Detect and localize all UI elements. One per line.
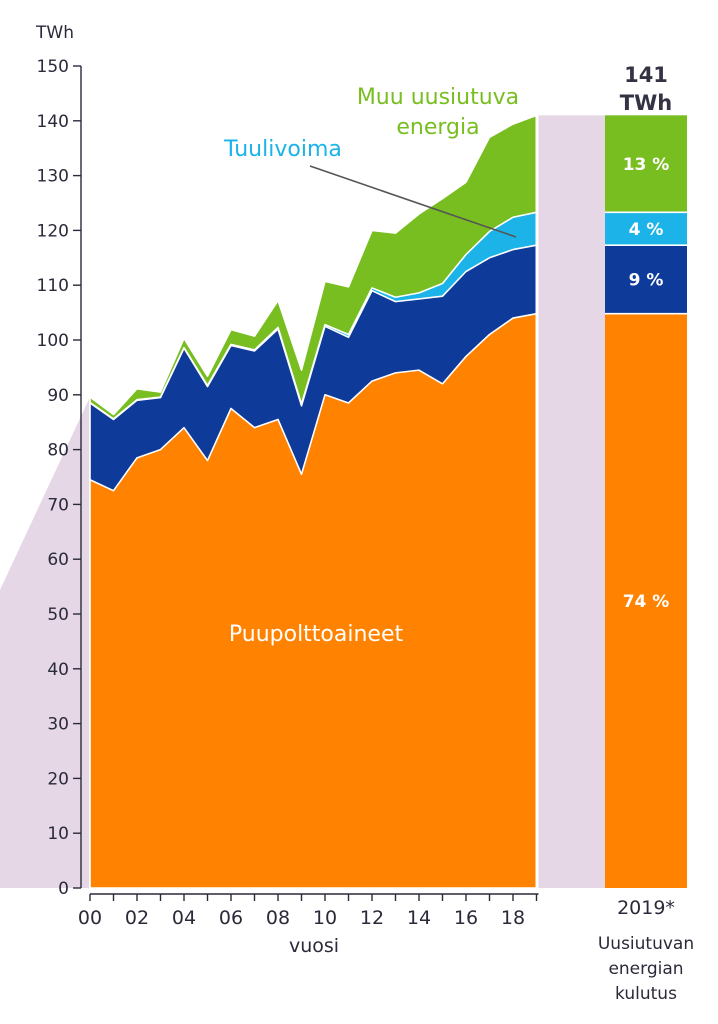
tuulivoima-leader-line — [309, 165, 517, 238]
label-vesivoima: Vesivoima — [378, 312, 490, 337]
summary-pct-label-3: 13 % — [623, 155, 670, 175]
area-puupolttoaineet — [89, 312, 538, 889]
x-tick-label-14: 14 — [407, 907, 431, 929]
x-tick-label-04: 04 — [172, 907, 196, 929]
summary-pct-label-1: 9 % — [629, 270, 664, 290]
x-tick-label-02: 02 — [125, 907, 149, 929]
summary-caption-line3: kulutus — [615, 984, 677, 1004]
summary-segment-3 — [605, 115, 687, 213]
summary-total-value: 141 — [624, 63, 668, 87]
y-axis-unit-label: TWh — [35, 23, 74, 43]
zoom-connector-left — [0, 396, 90, 888]
label-puupolttoaineet: Puupolttoaineet — [229, 622, 404, 647]
x-tick-label-18: 18 — [501, 907, 525, 929]
summary-caption-line1: Uusiutuvan — [598, 934, 694, 954]
y-tick-label-110: 110 — [37, 276, 69, 296]
x-tick-label-12: 12 — [360, 907, 384, 929]
x-axis-label: vuosi — [289, 935, 339, 957]
label-tuulivoima: Tuulivoima — [223, 137, 342, 162]
x-tick-label-10: 10 — [313, 907, 337, 929]
summary-pct-label-2: 4 % — [629, 220, 664, 240]
stacked-areas — [89, 114, 538, 889]
axes: 0 10 20 30 40 50 60 70 80 90 100 110 120 130 140 150 00 0… — [37, 57, 539, 929]
y-tick-label-140: 140 — [37, 112, 69, 132]
summary-bar: 74 % 9 % 4 % 13 % — [605, 115, 687, 888]
y-tick-label-90: 90 — [47, 386, 69, 406]
summary-total-unit: TWh — [620, 91, 672, 115]
summary-segment-1 — [605, 245, 687, 314]
x-tick-label-16: 16 — [454, 907, 478, 929]
zoom-connector-right — [538, 115, 605, 888]
x-tick-label-00: 00 — [78, 907, 102, 929]
y-tick-label-60: 60 — [47, 550, 69, 570]
y-tick-label-20: 20 — [47, 769, 69, 789]
y-tick-label-130: 130 — [37, 167, 69, 187]
y-tick-label-70: 70 — [47, 495, 69, 515]
x-tick-label-06: 06 — [219, 907, 243, 929]
summary-caption-line2: energian — [608, 959, 683, 979]
summary-pct-label-0: 74 % — [623, 592, 670, 612]
summary-segment-0 — [605, 313, 687, 888]
y-tick-label-100: 100 — [37, 331, 69, 351]
summary-year-label: 2019* — [617, 897, 675, 919]
y-tick-label-80: 80 — [47, 441, 69, 461]
y-tick-label-0: 0 — [58, 879, 69, 899]
y-tick-label-10: 10 — [47, 824, 69, 844]
zoom-connector-group — [0, 115, 605, 888]
summary-segment-2 — [605, 212, 687, 246]
y-tick-label-150: 150 — [37, 57, 69, 77]
x-tick-label-08: 08 — [266, 907, 290, 929]
y-tick-label-30: 30 — [47, 715, 69, 735]
y-tick-label-40: 40 — [47, 660, 69, 680]
label-muu-uusiutuva-line2: energia — [396, 115, 479, 140]
label-muu-uusiutuva-line1: Muu uusiutuva — [357, 85, 519, 110]
y-tick-label-120: 120 — [37, 221, 69, 241]
y-tick-label-50: 50 — [47, 605, 69, 625]
